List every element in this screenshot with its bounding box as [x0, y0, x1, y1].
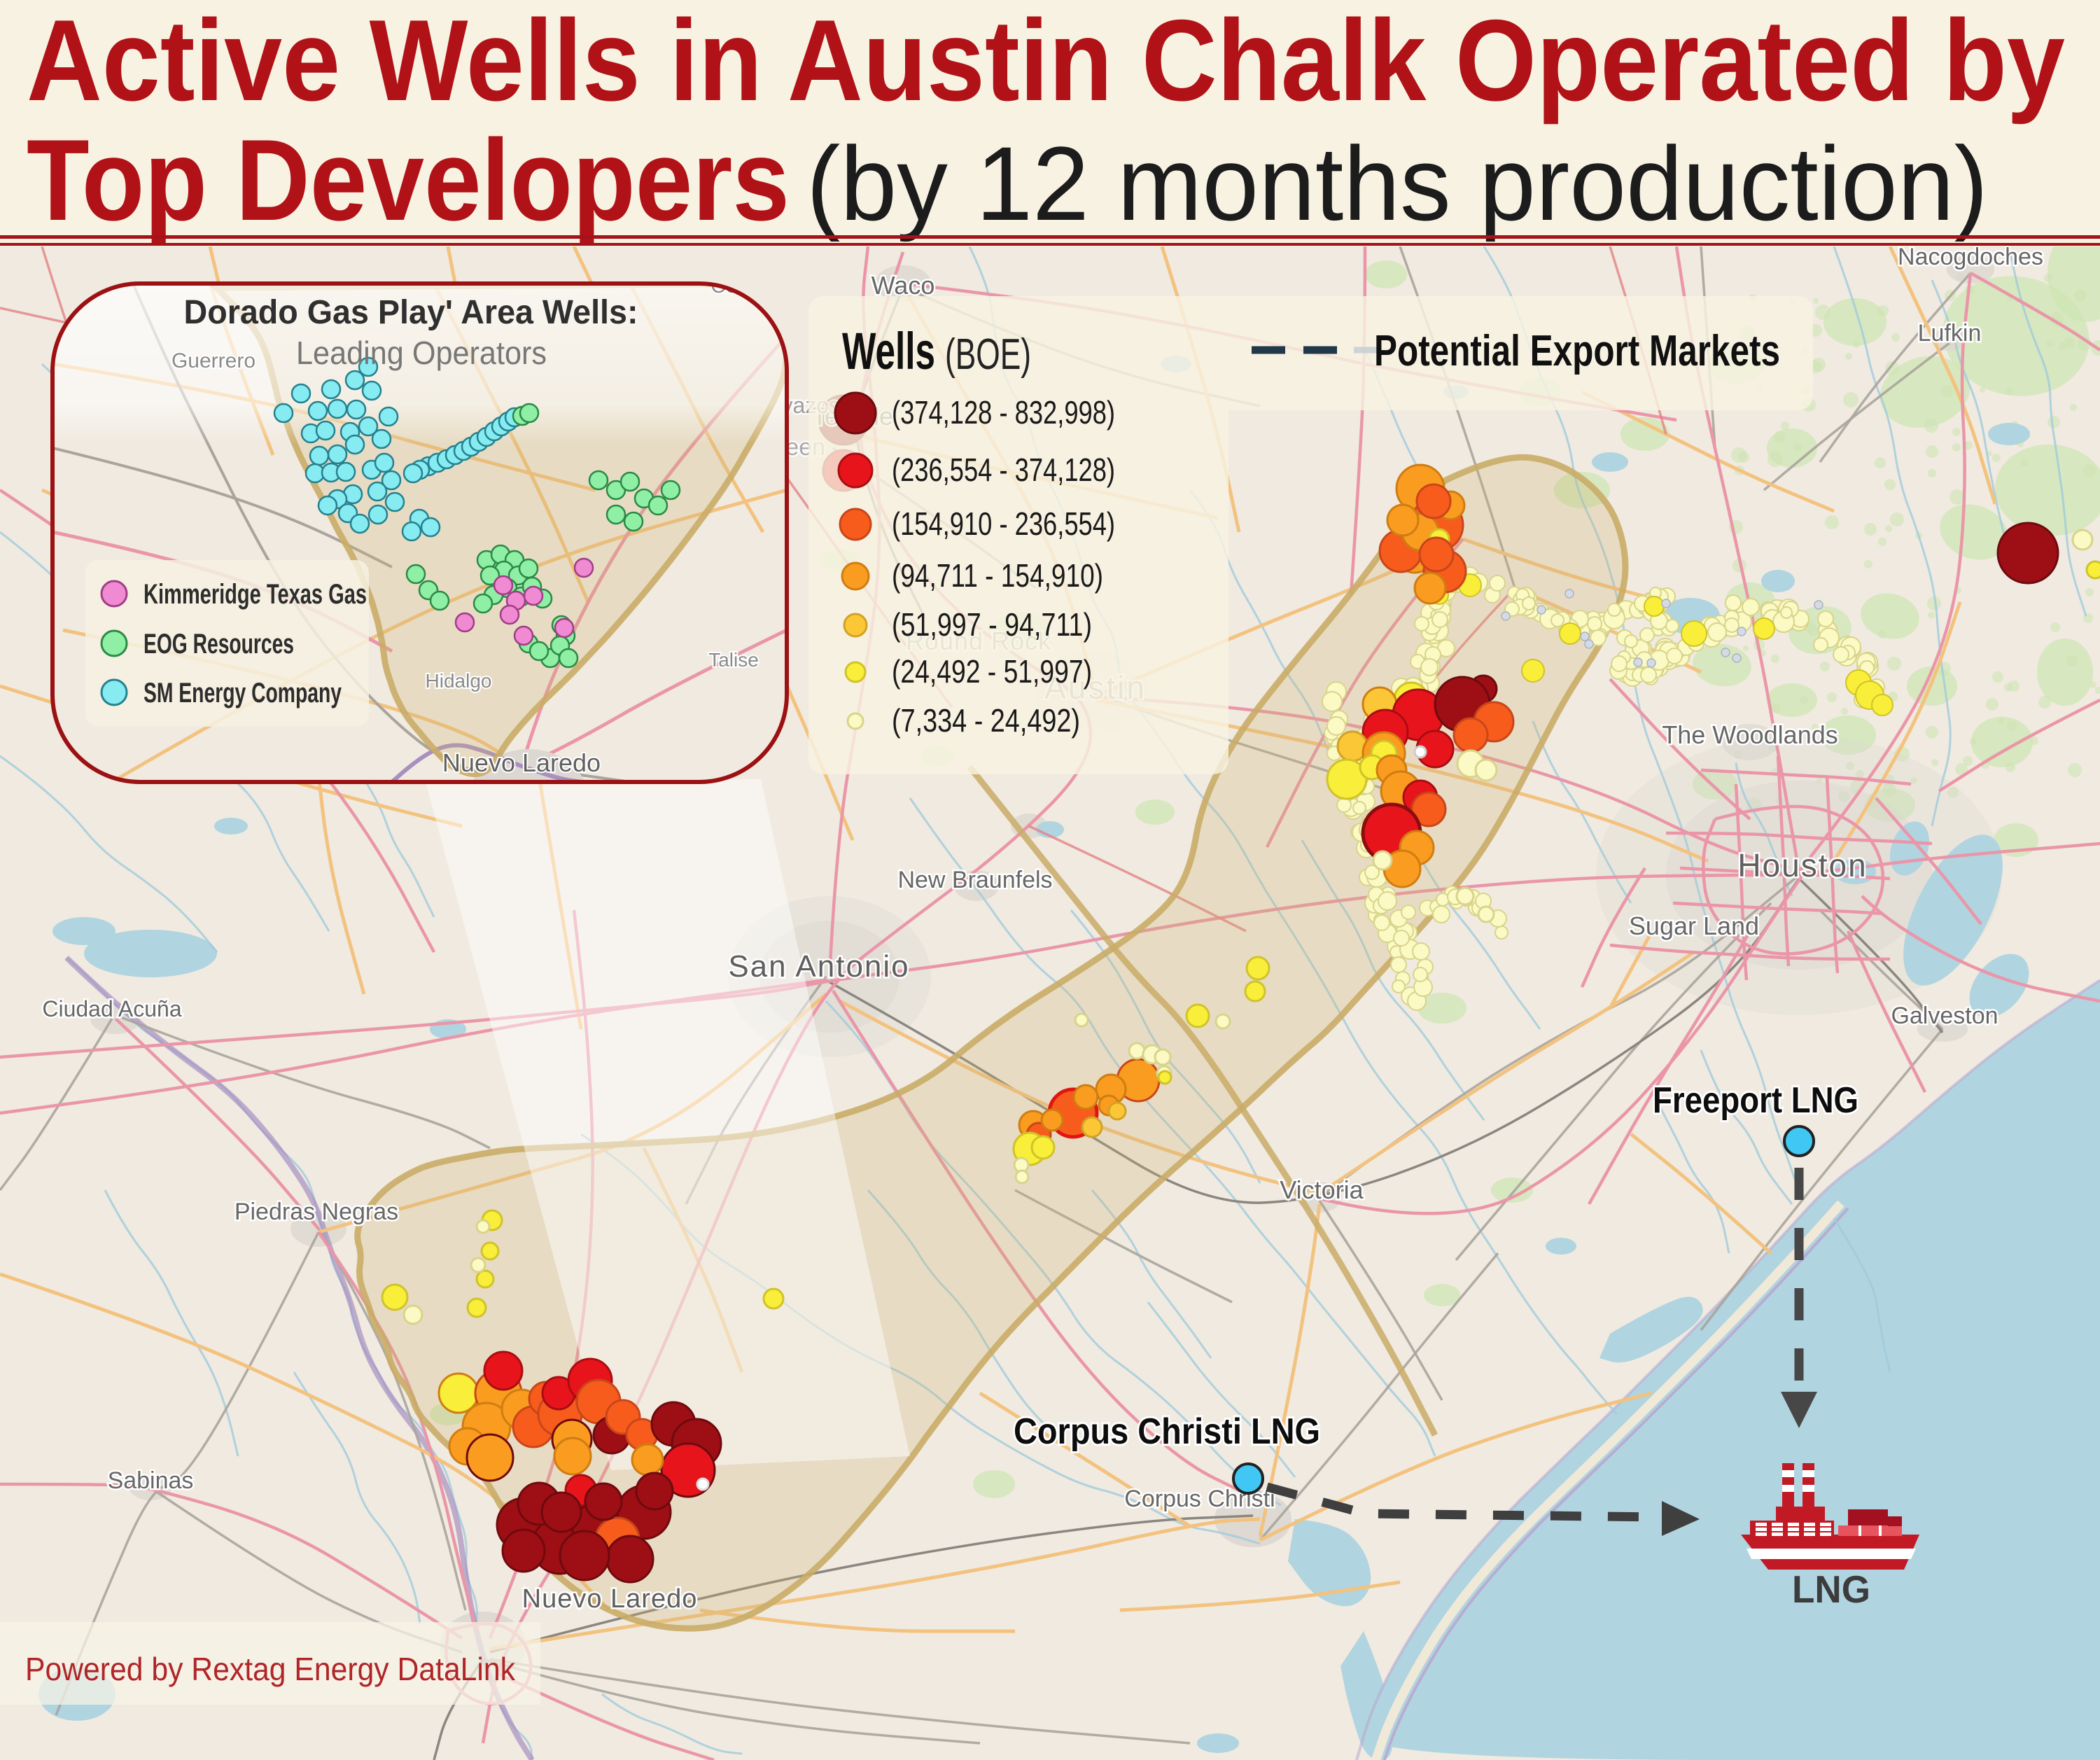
svg-text:(7,334 - 24,492): (7,334 - 24,492) — [892, 702, 1080, 739]
svg-text:Top Developers: Top Developers — [27, 116, 790, 244]
svg-text:Galveston: Galveston — [1891, 1003, 1998, 1029]
svg-text:Hidalgo: Hidalgo — [426, 670, 492, 692]
svg-text:Powered by Rextag Energy DataL: Powered by Rextag Energy DataLink — [25, 1651, 516, 1687]
svg-text:Nuevo Laredo: Nuevo Laredo — [442, 748, 601, 777]
svg-text:LNG: LNG — [1792, 1567, 1870, 1611]
svg-text:(BOE): (BOE) — [945, 330, 1031, 379]
svg-text:Dorado Gas Play' Area Wells:: Dorado Gas Play' Area Wells: — [184, 294, 638, 331]
svg-text:Ciudad Acuña: Ciudad Acuña — [42, 996, 181, 1021]
svg-text:Lufkin: Lufkin — [1918, 320, 1982, 347]
svg-text:Houston: Houston — [1737, 847, 1867, 884]
svg-text:(51,997 - 94,711): (51,997 - 94,711) — [892, 606, 1092, 643]
svg-text:(by 12 months production): (by 12 months production) — [806, 125, 1988, 242]
svg-text:Active Wells in Austin Chalk O: Active Wells in Austin Chalk Operated by — [27, 0, 2065, 125]
svg-text:Guerrero: Guerrero — [172, 349, 255, 372]
svg-text:(374,128 - 832,998): (374,128 - 832,998) — [892, 394, 1115, 431]
svg-text:San Antonio: San Antonio — [728, 949, 909, 984]
svg-text:SM Energy Company: SM Energy Company — [144, 678, 342, 708]
svg-text:Sabinas: Sabinas — [108, 1467, 194, 1494]
svg-text:Freeport LNG: Freeport LNG — [1653, 1080, 1858, 1121]
svg-text:EOG Resources: EOG Resources — [144, 629, 294, 659]
svg-text:(24,492 - 51,997): (24,492 - 51,997) — [892, 653, 1092, 690]
svg-text:(236,554 - 374,128): (236,554 - 374,128) — [892, 452, 1115, 488]
svg-text:Nuevo Laredo: Nuevo Laredo — [522, 1584, 698, 1614]
svg-text:Leading Operators: Leading Operators — [296, 335, 547, 371]
svg-text:Nacogdoches: Nacogdoches — [1898, 244, 2043, 270]
svg-text:The Woodlands: The Woodlands — [1662, 720, 1838, 749]
svg-text:Talise: Talise — [708, 649, 759, 671]
svg-text:(94,711 - 154,910): (94,711 - 154,910) — [892, 557, 1103, 594]
svg-text:Piedras Negras: Piedras Negras — [234, 1199, 398, 1225]
svg-text:Sugar Land: Sugar Land — [1629, 912, 1759, 940]
svg-text:Kimmeridge Texas Gas: Kimmeridge Texas Gas — [144, 579, 367, 610]
svg-text:Corpus Christi LNG: Corpus Christi LNG — [1014, 1411, 1320, 1452]
svg-text:(154,910 - 236,554): (154,910 - 236,554) — [892, 505, 1115, 542]
svg-text:Wells: Wells — [842, 322, 935, 380]
svg-text:Potential Export Markets: Potential Export Markets — [1374, 327, 1780, 375]
svg-text:Victoria: Victoria — [1280, 1175, 1364, 1204]
svg-text:Waco: Waco — [872, 271, 935, 300]
svg-text:New Braunfels: New Braunfels — [897, 867, 1052, 893]
